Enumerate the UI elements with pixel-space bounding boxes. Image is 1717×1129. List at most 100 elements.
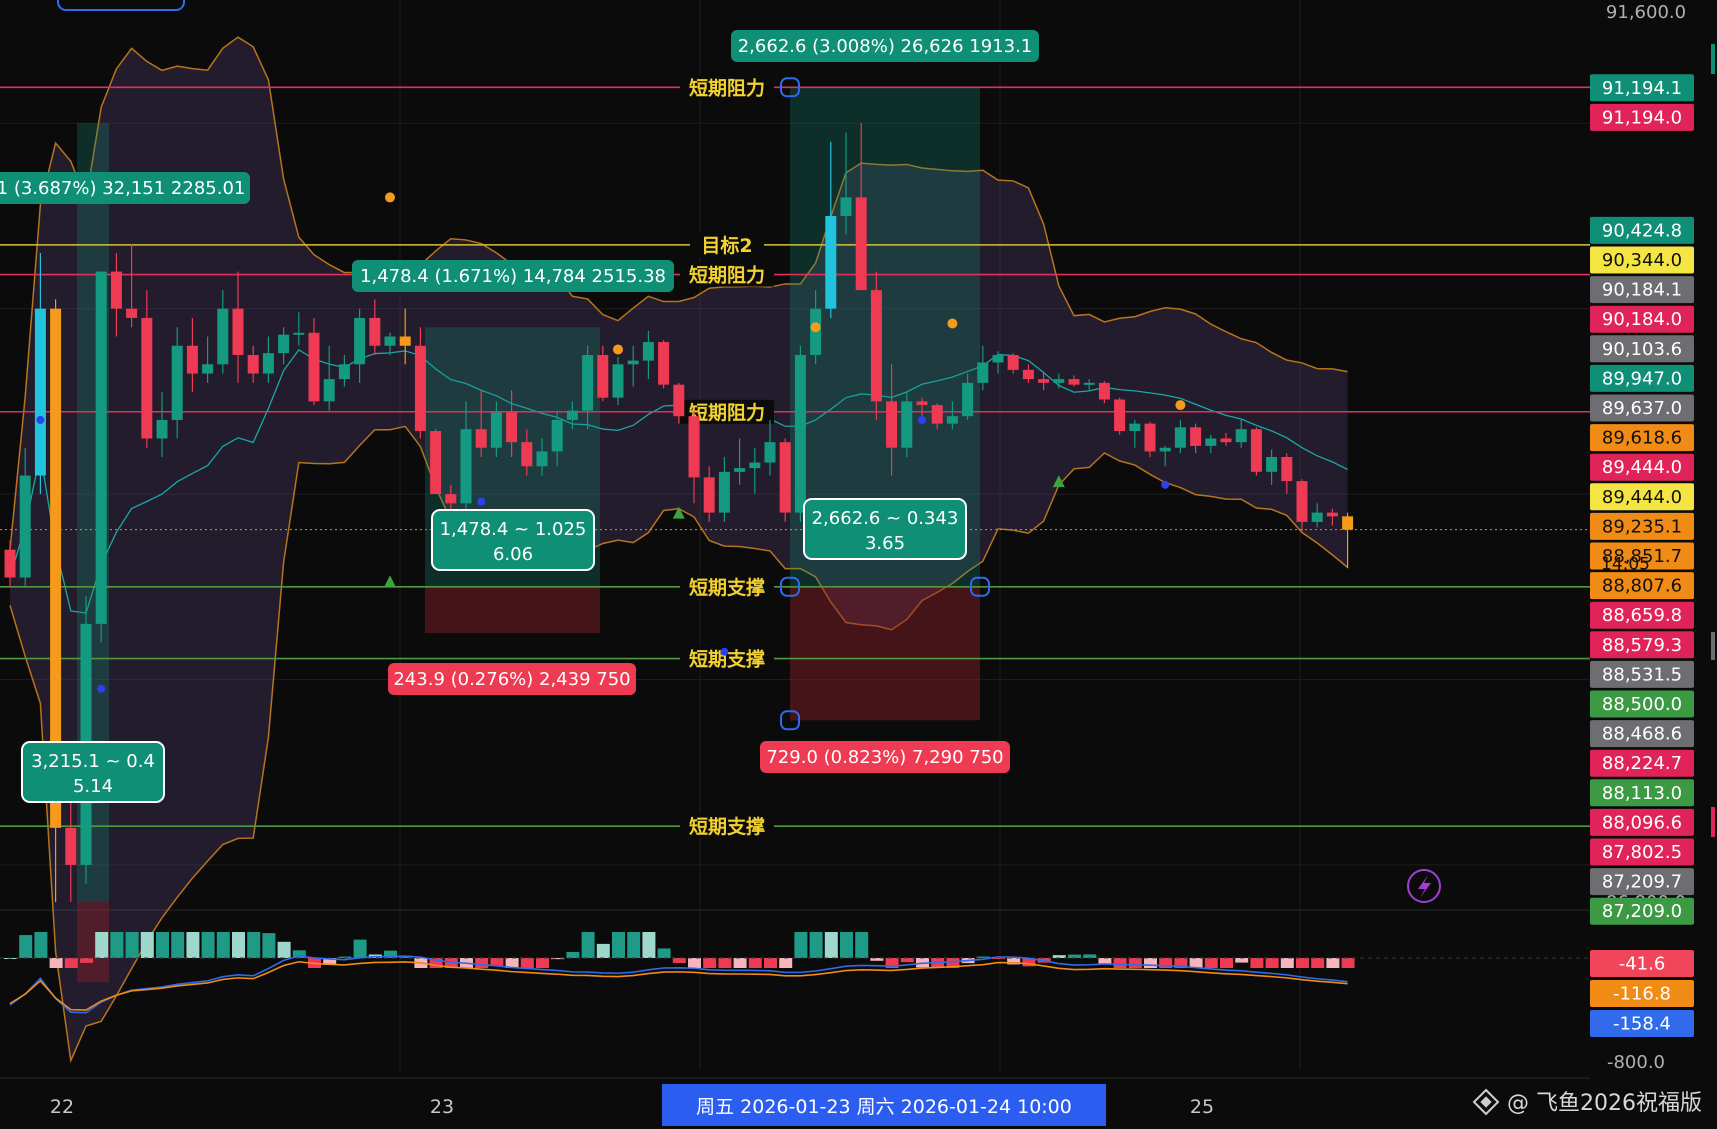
- time-axis[interactable]: 22 23 25 周五 2026-01-23 周六 2026-01-24 10:00: [0, 1077, 1590, 1126]
- macd-panel: [0, 932, 1590, 1014]
- crosshair-time: 周五 2026-01-23 周六 2026-01-24 10:00: [662, 1084, 1106, 1126]
- candle-body: [916, 401, 928, 406]
- candle: [34, 253, 46, 495]
- macd-bar: [824, 932, 838, 958]
- macd-bar: [657, 948, 671, 958]
- candle: [901, 392, 913, 457]
- price-tag-box: [1590, 335, 1694, 363]
- candle: [840, 132, 852, 235]
- macd-tag-box: [1590, 1010, 1694, 1037]
- macd-bar: [1068, 954, 1081, 958]
- signal-markers: [36, 77, 1186, 731]
- candle: [658, 340, 670, 389]
- candle: [323, 345, 335, 411]
- candle-body: [597, 355, 609, 398]
- macd-bar: [338, 956, 352, 958]
- price-tag-box: [1590, 74, 1694, 102]
- measure-label-4: 243.9 (0.276%) 2,439 750: [388, 663, 636, 695]
- candle-body: [1281, 457, 1293, 482]
- candle: [779, 438, 791, 522]
- measure-label-1: 1 (3.687%) 32,151 2285.01: [0, 172, 250, 204]
- macd-bar: [292, 950, 306, 958]
- price-tag: 89,444.0: [1590, 453, 1694, 481]
- candle: [764, 419, 776, 476]
- candle-body: [642, 342, 654, 361]
- candle: [414, 327, 426, 439]
- price-tag: 87,802.5: [1590, 838, 1694, 866]
- macd-bar: [733, 958, 747, 968]
- candle-body: [718, 471, 730, 513]
- price-tag-box: [1590, 424, 1694, 452]
- candle-body: [217, 308, 229, 365]
- candle-body: [65, 827, 77, 865]
- price-tag-text: 88,579.3: [1602, 635, 1682, 656]
- macd-bar: [353, 939, 367, 958]
- macd-bar: [247, 932, 261, 958]
- price-tag-box: [1590, 305, 1694, 333]
- candle-body: [536, 451, 548, 467]
- ratio-box-2-line1: 1,478.4 ~ 1.025: [440, 519, 587, 540]
- macd-signal: [9, 960, 1348, 1011]
- candle-body: [962, 382, 974, 417]
- measure-label-4-text: 243.9 (0.276%) 2,439 750: [393, 669, 630, 690]
- candle-body: [1159, 447, 1171, 452]
- macd-bar: [718, 958, 732, 968]
- candle: [1038, 371, 1050, 391]
- price-tag-box: [1590, 394, 1694, 422]
- price-tag: 88,579.3: [1590, 631, 1694, 659]
- price-tag: 89,444.0: [1590, 483, 1694, 511]
- macd-bar: [216, 932, 230, 958]
- ratio-box-2-box: [431, 509, 595, 571]
- price-axis[interactable]: 91,600.086,800.091,194.191,194.090,424.8…: [1590, 0, 1717, 1129]
- price-tag: 90,424.8: [1590, 216, 1694, 244]
- signal-triangle: [1052, 475, 1065, 488]
- candle-body: [840, 197, 852, 216]
- price-tag-text: 91,194.1: [1602, 78, 1682, 99]
- candle: [870, 271, 882, 420]
- candle-body: [855, 197, 867, 291]
- macd-bar: [612, 932, 625, 958]
- candle: [65, 790, 77, 902]
- candle: [1174, 419, 1186, 454]
- level-label: 短期阻力: [689, 401, 765, 424]
- candle: [597, 345, 609, 402]
- macd-bar: [748, 958, 762, 968]
- macd-bar: [1098, 958, 1112, 964]
- macd-bar: [262, 933, 276, 958]
- candle-body: [171, 345, 183, 420]
- candle: [962, 373, 974, 420]
- price-tag-box: [1590, 720, 1694, 748]
- candle-body: [779, 442, 791, 513]
- price-tag: 88,807.6: [1590, 572, 1694, 600]
- candle-body: [232, 308, 244, 356]
- price-tag-text: 88,659.8: [1602, 605, 1682, 626]
- candles: [4, 123, 1354, 902]
- candle: [1159, 445, 1171, 467]
- candle: [642, 330, 654, 380]
- candle-body: [490, 412, 502, 448]
- signal-dot-blue: [97, 684, 106, 693]
- macd-bar: [1204, 958, 1218, 968]
- signal-dot: [385, 192, 395, 203]
- scroll-marker: [1711, 807, 1715, 837]
- macd-bar: [1159, 958, 1173, 968]
- candle-body: [126, 308, 138, 318]
- candle: [506, 390, 518, 457]
- candle: [171, 327, 183, 439]
- candle-body: [1235, 429, 1247, 443]
- candle-body: [262, 353, 274, 374]
- macd-bar: [49, 958, 63, 968]
- price-tag-box: [1590, 838, 1694, 866]
- candle: [247, 345, 259, 383]
- signal-triangle: [384, 575, 396, 588]
- candle-body: [186, 345, 198, 374]
- measure-label-3-box: [731, 30, 1039, 62]
- macd-bar: [764, 958, 777, 968]
- macd-bar: [596, 943, 610, 958]
- price-tag-box: [1590, 660, 1694, 688]
- candle: [1296, 479, 1308, 532]
- candle: [95, 271, 107, 643]
- price-tag-box: [1590, 631, 1694, 659]
- candle-body: [870, 290, 882, 402]
